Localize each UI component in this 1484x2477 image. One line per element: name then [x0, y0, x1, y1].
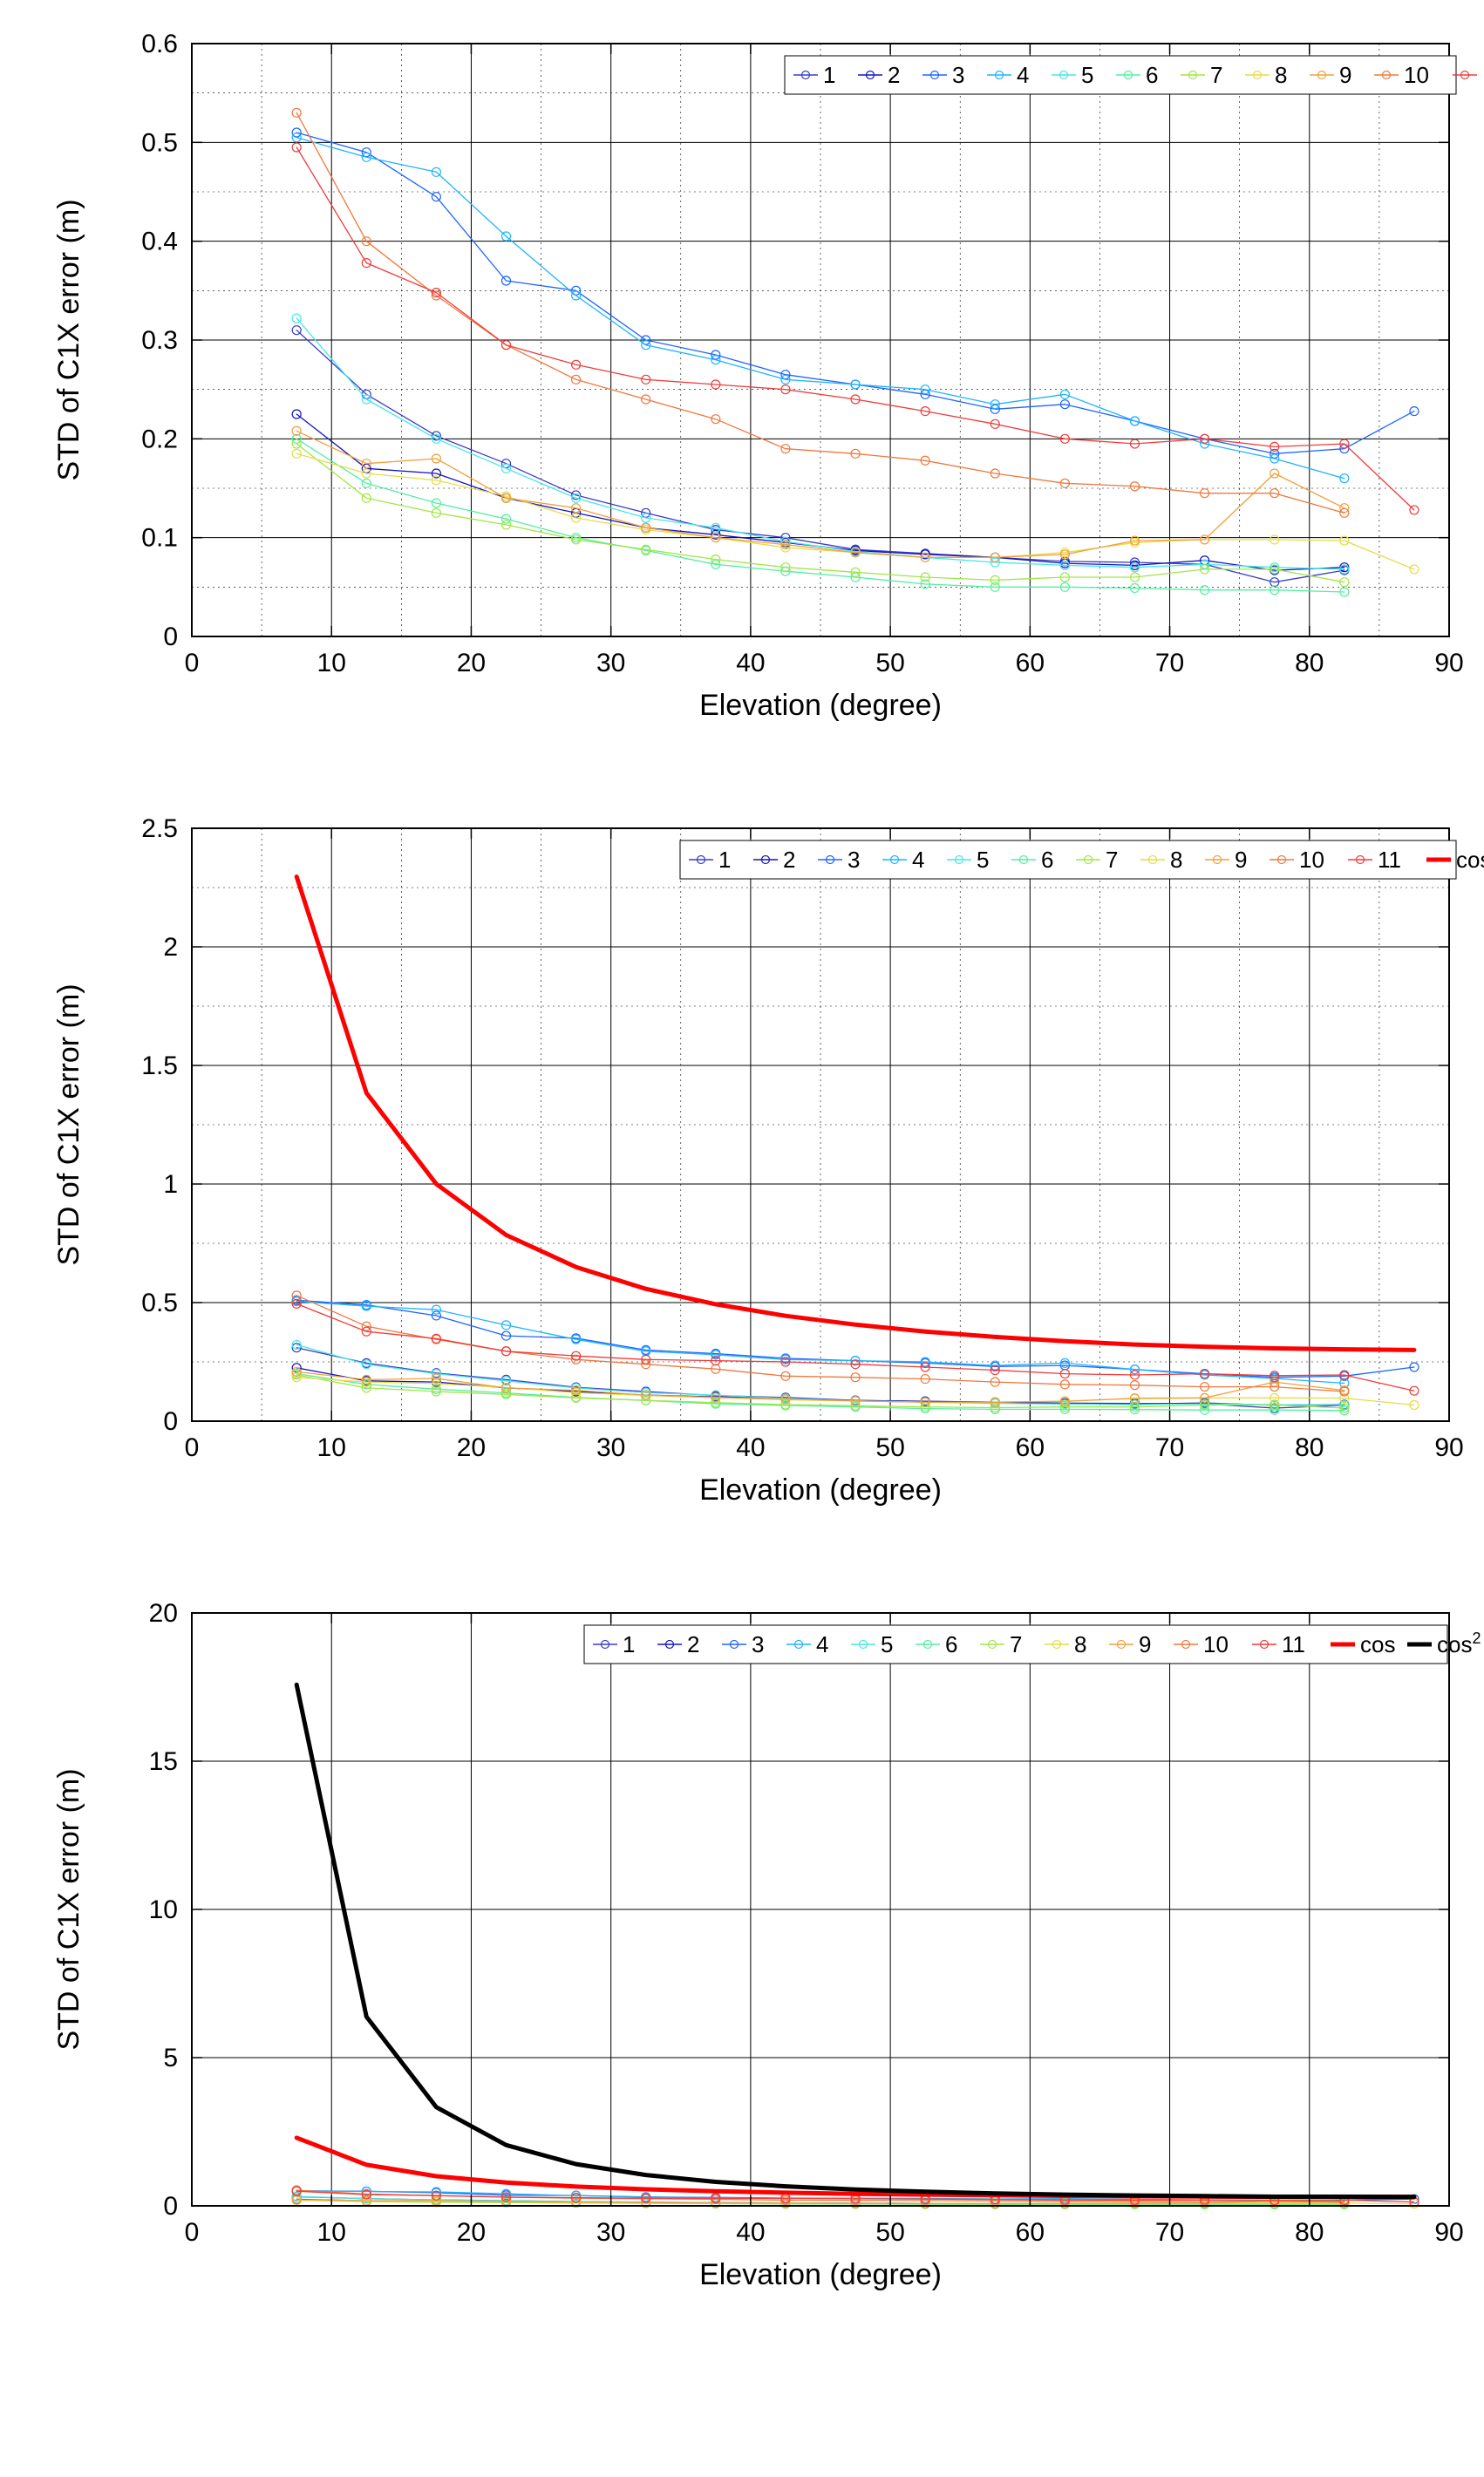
- xtick-label: 80: [1295, 1433, 1324, 1462]
- ytick-label: 0: [163, 1407, 178, 1436]
- ytick-label: 0.1: [141, 524, 178, 553]
- legend-item-1: 1: [718, 847, 731, 873]
- xtick-label: 30: [596, 1433, 625, 1462]
- xtick-label: 40: [736, 649, 765, 677]
- panel-b: 0 10 20 30 40 50 60 70 80 90 0 0.5 1 1.5 2 2.5 Elevation…: [17, 802, 1484, 1535]
- ylabel: STD of C1X error (m): [52, 1768, 85, 2050]
- legend-item-3: 3: [848, 847, 860, 873]
- legend-item-8: 8: [1170, 847, 1182, 873]
- legend-item-3: 3: [952, 62, 964, 88]
- ytick-label: 0.4: [141, 228, 178, 256]
- ytick-label: 0.5: [141, 128, 178, 157]
- legend: 1234567891011: [785, 56, 1484, 94]
- legend-item-9: 9: [1235, 847, 1247, 873]
- legend-item-5: 5: [881, 1631, 893, 1657]
- ytick-label: 1: [163, 1170, 178, 1199]
- panel-a: 0 10 20 30 40 50 60 70 80 90 0 0.1 0.2 0.3 0.4 0.5 0.6 El…: [17, 17, 1484, 750]
- xtick-label: 60: [1016, 1433, 1045, 1462]
- legend-item-cos2: cos2: [1437, 1630, 1481, 1657]
- xtick-label: 0: [185, 1433, 200, 1462]
- legend-item-5: 5: [977, 847, 989, 873]
- ytick-label: 0.2: [141, 425, 178, 453]
- xtick-label: 0: [185, 649, 200, 677]
- xtick-label: 80: [1295, 649, 1324, 677]
- xtick-label: 20: [457, 2218, 486, 2247]
- xlabel: Elevation (degree): [699, 689, 942, 722]
- xtick-label: 60: [1016, 2218, 1045, 2247]
- xtick-label: 40: [736, 1433, 765, 1462]
- legend-item-7: 7: [1106, 847, 1118, 873]
- ytick-label: 1.5: [141, 1051, 178, 1080]
- ytick-label: 0: [163, 623, 178, 651]
- legend-item-5: 5: [1081, 62, 1093, 88]
- xtick-label: 40: [736, 2218, 765, 2247]
- xtick-label: 10: [317, 649, 346, 677]
- ytick-label: 5: [163, 2044, 178, 2072]
- legend-item-9: 9: [1139, 1631, 1151, 1657]
- ylabel: STD of C1X error (m): [52, 199, 85, 480]
- ytick-label: 2: [163, 933, 178, 962]
- legend-item-7: 7: [1210, 62, 1222, 88]
- xlabel: Elevation (degree): [699, 1473, 942, 1507]
- legend-item-4: 4: [912, 847, 924, 873]
- ytick-label: 0.3: [141, 326, 178, 355]
- xtick-label: 30: [596, 649, 625, 677]
- legend-item-11: 11: [1378, 847, 1401, 873]
- legend-item-6: 6: [945, 1631, 957, 1657]
- legend-item-cos: cos: [1456, 847, 1484, 873]
- legend-item-6: 6: [1041, 847, 1053, 873]
- xtick-label: 70: [1155, 2218, 1184, 2247]
- xtick-label: 80: [1295, 2218, 1324, 2247]
- ytick-label: 0.6: [141, 30, 178, 58]
- xtick-label: 20: [457, 1433, 486, 1462]
- legend-item-9: 9: [1339, 62, 1351, 88]
- legend-item-6: 6: [1146, 62, 1158, 88]
- ytick-label: 0: [163, 2192, 178, 2221]
- legend: 1 2 3 4 5 6 7 8 9 10 11 cos cos2: [584, 1625, 1481, 1664]
- legend-item-10: 10: [1203, 1631, 1229, 1657]
- legend-item-8: 8: [1074, 1631, 1086, 1657]
- figure: 010203040506070809000.10.20.30.40.50.6El…: [17, 17, 1484, 2319]
- ytick-label: 2.5: [141, 814, 178, 843]
- xlabel: Elevation (degree): [699, 2258, 942, 2291]
- legend-item-2: 2: [783, 847, 795, 873]
- legend-item-10: 10: [1299, 847, 1324, 873]
- legend-item-1: 1: [823, 62, 835, 88]
- xtick-label: 60: [1016, 649, 1045, 677]
- ytick-label: 15: [149, 1747, 178, 1776]
- legend: 1 2 3 4 5 6 7 8 9 10 11 cos: [680, 840, 1484, 879]
- ylabel: STD of C1X error (m): [52, 983, 85, 1265]
- xtick-label: 90: [1434, 1433, 1463, 1462]
- xtick-label: 70: [1155, 1433, 1184, 1462]
- ytick-label: 10: [149, 1895, 178, 1924]
- legend-item-2: 2: [888, 62, 900, 88]
- xtick-label: 20: [457, 649, 486, 677]
- legend-item-10: 10: [1404, 62, 1429, 88]
- xtick-label: 50: [875, 2218, 904, 2247]
- legend-item-4: 4: [1017, 62, 1029, 88]
- xtick-label: 90: [1434, 649, 1463, 677]
- legend-item-2: 2: [687, 1631, 699, 1657]
- legend-item-3: 3: [752, 1631, 764, 1657]
- panel-c: 010203040506070809005101520Elevation (de…: [17, 1587, 1484, 2319]
- ytick-label: 20: [149, 1599, 178, 1628]
- xtick-label: 50: [875, 1433, 904, 1462]
- legend-item-8: 8: [1275, 62, 1287, 88]
- xtick-label: 0: [185, 2218, 200, 2247]
- legend-item-1: 1: [623, 1631, 635, 1657]
- xtick-label: 70: [1155, 649, 1184, 677]
- legend-item-11: 11: [1282, 1631, 1305, 1657]
- xtick-label: 10: [317, 1433, 346, 1462]
- xtick-label: 10: [317, 2218, 346, 2247]
- legend-item-7: 7: [1010, 1631, 1022, 1657]
- xtick-label: 90: [1434, 2218, 1463, 2247]
- xtick-label: 50: [875, 649, 904, 677]
- legend-item-4: 4: [816, 1631, 828, 1657]
- ytick-label: 0.5: [141, 1289, 178, 1317]
- xtick-label: 30: [596, 2218, 625, 2247]
- legend-item-cos: cos: [1360, 1631, 1395, 1657]
